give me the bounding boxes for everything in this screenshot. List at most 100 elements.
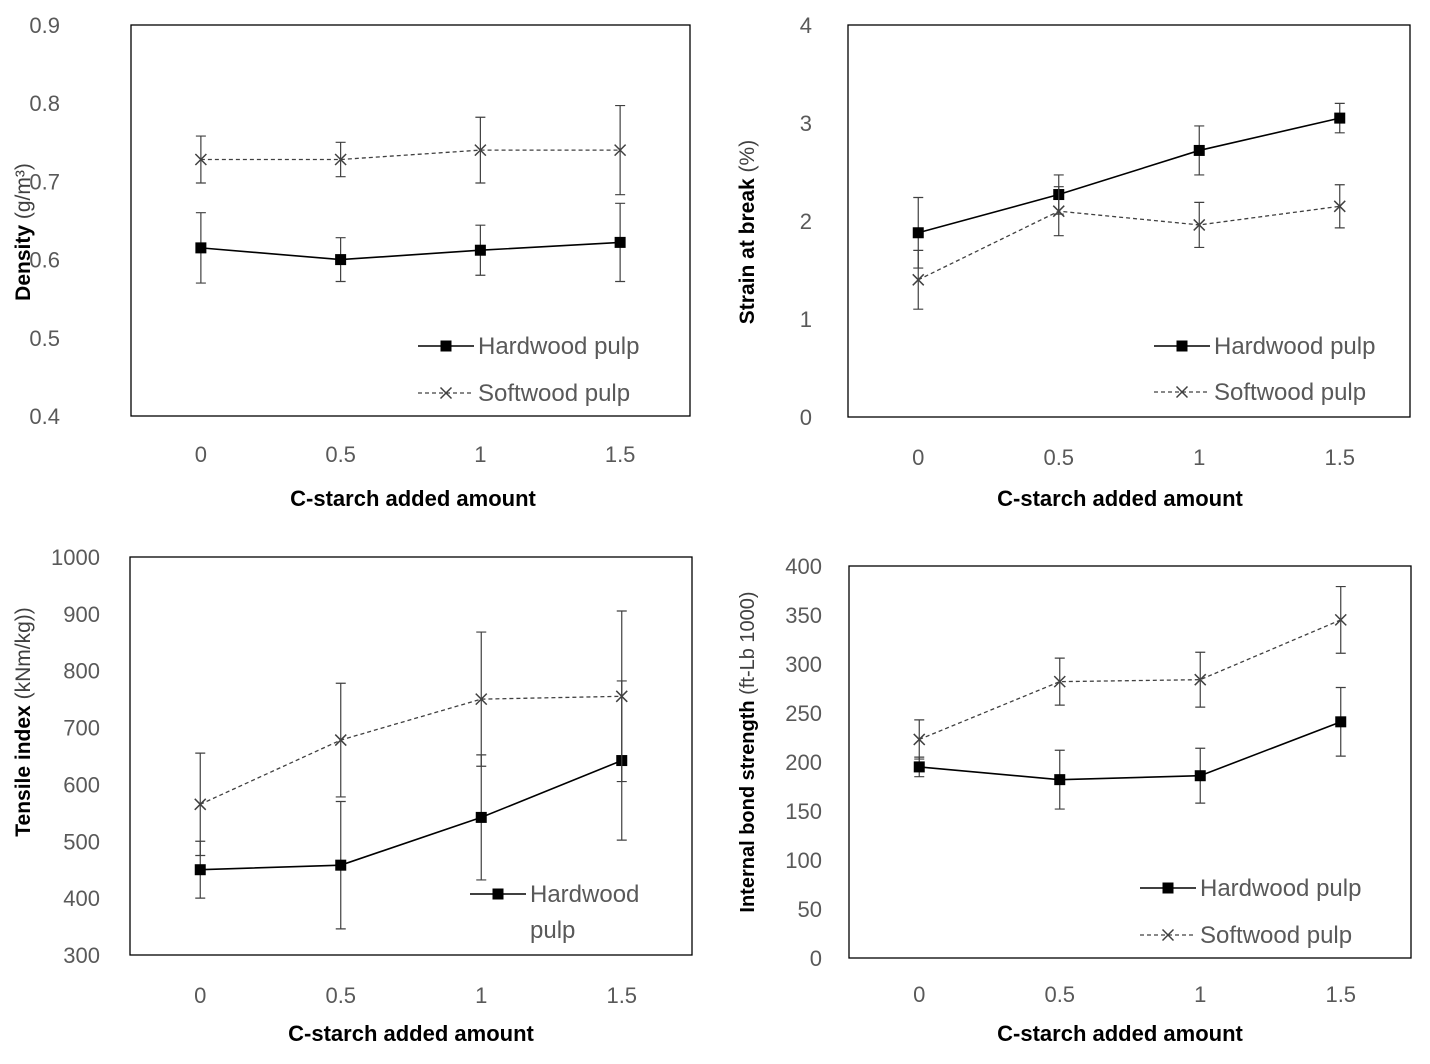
x-axis-title: C-starch added amount (290, 486, 536, 511)
legend: Hardwood pulp Softwood pulp (1154, 333, 1375, 406)
series-line (200, 759, 623, 871)
legend-marker (1161, 928, 1175, 942)
y-axis-title-bold: Density (12, 225, 35, 301)
y-tick-label: 0.5 (29, 326, 60, 351)
data-point (475, 811, 487, 823)
legend-marker (439, 386, 453, 400)
y-tick-label: 0.8 (29, 91, 60, 116)
series-line (918, 117, 1340, 234)
data-point (194, 798, 207, 811)
series-softwood (912, 184, 1346, 310)
y-tick-label: 1000 (51, 545, 100, 570)
y-tick-label: 200 (785, 750, 822, 775)
legend-marker (492, 888, 504, 900)
legend: Hardwood pulp Softwood pulp (1140, 875, 1361, 949)
y-axis-title: Density (g/m³) (12, 163, 35, 301)
legend-label: Hardwood (530, 881, 639, 908)
data-point (1334, 112, 1346, 124)
legend-label: Hardwood pulp (1200, 875, 1361, 902)
data-point (614, 236, 626, 248)
data-point (1333, 200, 1346, 213)
chart-panel-1: 0.4 0.5 0.6 0.7 0.8 0.9 0 0.5 1 1.5 C-starch added… (12, 13, 691, 511)
data-point (912, 227, 924, 239)
y-tick-label: 300 (63, 943, 100, 968)
data-point (1194, 673, 1207, 686)
y-tick-label: 0.7 (29, 169, 60, 194)
y-tick-label: 600 (63, 772, 100, 797)
x-tick-label: 0.5 (325, 442, 356, 467)
legend-marker (440, 340, 452, 352)
x-tick-label: 1.5 (606, 983, 637, 1008)
x-tick-label: 1.5 (1324, 445, 1355, 470)
legend-marker (1175, 385, 1189, 399)
legend-marker (1162, 882, 1174, 894)
y-axis-title-unit: (%) (736, 140, 759, 179)
y-tick-label: 0.6 (29, 248, 60, 273)
y-axis-title-bold: Strain at break (736, 178, 759, 324)
y-tick-label: 3 (800, 111, 812, 136)
data-point (1052, 205, 1065, 218)
x-tick-label: 1 (474, 442, 486, 467)
data-point (474, 244, 486, 256)
y-axis-title-bold: Tensile index (12, 705, 35, 837)
y-axis-title: Strain at break (%) (736, 140, 759, 324)
data-point (334, 153, 347, 166)
x-tick-label: 1.5 (1325, 982, 1356, 1007)
data-point (913, 733, 926, 746)
data-point (1335, 716, 1347, 728)
y-tick-label: 900 (63, 602, 100, 627)
series-line (200, 241, 621, 261)
y-tick-label: 0 (800, 405, 812, 430)
data-point (614, 144, 627, 157)
series-hardwood (195, 202, 626, 284)
series-hardwood (913, 686, 1347, 810)
series-line (919, 721, 1342, 781)
chart-panel-4: 0 50 100 150 200 250 300 350 400 0 0.5 1 1.5 C-starch… (737, 554, 1412, 1046)
legend: Hardwood pulp Softwood pulp (418, 333, 639, 407)
series-softwood (913, 585, 1347, 760)
y-tick-label: 400 (785, 554, 822, 579)
y-tick-label: 150 (785, 799, 822, 824)
y-tick-label: 100 (785, 848, 822, 873)
legend-label: Softwood pulp (1200, 922, 1352, 949)
y-axis-title-unit: (g/m³) (12, 163, 35, 225)
plot-area (848, 565, 1412, 959)
legend-label: Softwood pulp (1214, 379, 1366, 406)
data-point (334, 734, 347, 747)
data-point (1053, 675, 1066, 688)
y-axis-title-bold: Internal bond strength (737, 700, 759, 912)
x-tick-label: 0 (913, 982, 925, 1007)
chart-panel-3: 300 400 500 600 700 800 900 1000 0 0.5 1 1.5 C-starc… (12, 545, 693, 1046)
y-tick-label: 50 (798, 897, 822, 922)
x-tick-label: 0 (194, 983, 206, 1008)
data-point (912, 273, 925, 286)
data-point (195, 242, 207, 254)
data-point (913, 761, 925, 773)
legend-marker (1176, 340, 1188, 352)
y-tick-label: 250 (785, 701, 822, 726)
legend-label: Hardwood pulp (478, 333, 639, 360)
y-tick-label: 2 (800, 209, 812, 234)
x-tick-label: 0 (195, 442, 207, 467)
chart-panel-2: 0 1 2 3 4 0 0.5 1 1.5 C-starch added amount Strain… (736, 13, 1411, 511)
y-tick-label: 0 (810, 946, 822, 971)
legend-label: Hardwood pulp (1214, 333, 1375, 360)
data-point (335, 254, 347, 266)
y-axis-title-unit: (kNm/kg)) (12, 607, 35, 705)
x-tick-label: 0.5 (1044, 982, 1075, 1007)
y-tick-label: 4 (800, 13, 812, 38)
data-point (615, 690, 628, 703)
y-tick-label: 800 (63, 659, 100, 684)
y-tick-label: 500 (63, 829, 100, 854)
x-axis-title: C-starch added amount (997, 1021, 1243, 1046)
x-axis-title: C-starch added amount (997, 486, 1243, 511)
plot-area (847, 24, 1411, 418)
y-tick-label: 300 (785, 652, 822, 677)
data-point (474, 144, 487, 157)
x-tick-label: 1 (1194, 982, 1206, 1007)
x-tick-label: 1 (475, 983, 487, 1008)
x-tick-label: 1.5 (605, 442, 636, 467)
series-line (199, 695, 622, 805)
plot-area (129, 556, 693, 956)
